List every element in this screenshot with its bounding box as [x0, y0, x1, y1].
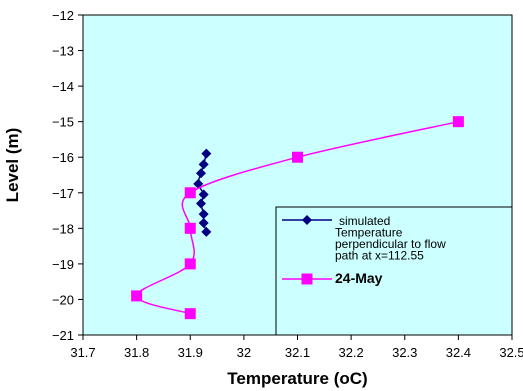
- x-axis-title: Temperature (oC): [227, 369, 367, 388]
- data-point: [195, 198, 206, 209]
- data-point: [292, 151, 303, 163]
- data-point: [131, 290, 143, 302]
- data-point: [184, 258, 196, 270]
- data-point: [201, 148, 212, 159]
- x-axis-ticks: 31.7 31.8 31.9 32 32.1 32.2 32.3 32.4 32.5: [70, 335, 523, 360]
- x-tick-label: 32.3: [392, 345, 417, 360]
- y-tick-label: −20: [52, 292, 74, 307]
- data-point: [184, 222, 196, 234]
- data-point: [452, 116, 464, 128]
- legend-entry-1: 24-May: [282, 270, 383, 286]
- x-tick-label: 32.5: [499, 345, 523, 360]
- data-point: [198, 189, 209, 200]
- y-axis-title: Level (m): [3, 128, 22, 203]
- plot-area: [82, 14, 513, 336]
- legend-label: Temperature: [335, 226, 403, 240]
- legend-label: path at x=112.55: [335, 249, 424, 263]
- x-tick-label: 31.7: [70, 345, 95, 360]
- data-point: [198, 218, 209, 228]
- y-tick-label: −14: [52, 79, 74, 94]
- legend-label: 24-May: [335, 270, 383, 286]
- data-point: [198, 159, 209, 170]
- series-1: [131, 116, 464, 320]
- x-tick-label: 32.1: [285, 345, 310, 360]
- legend-label: simulated: [339, 214, 390, 228]
- legend-marker: [302, 215, 312, 225]
- legend-label: perpendicular to flow: [335, 237, 446, 251]
- x-tick-label: 31.8: [124, 345, 149, 360]
- data-point: [195, 168, 206, 179]
- x-tick-label: 31.9: [178, 345, 203, 360]
- series-0: [193, 148, 212, 237]
- legend-marker: [301, 273, 313, 285]
- data-point: [184, 187, 196, 199]
- series-layer: [131, 116, 464, 320]
- y-tick-label: −17: [52, 186, 74, 201]
- x-tick-label: 32.4: [446, 345, 471, 360]
- y-tick-label: −13: [52, 44, 74, 59]
- y-tick-label: −12: [52, 8, 74, 23]
- y-tick-label: −16: [52, 150, 74, 165]
- y-axis-ticks: −12 −13 −14 −15 −16 −17 −18 −19 −20 −21: [52, 8, 83, 343]
- data-point: [198, 209, 209, 220]
- y-tick-label: −18: [52, 221, 74, 236]
- y-tick-label: −21: [52, 328, 74, 343]
- data-point: [184, 308, 196, 320]
- x-tick-label: 32: [237, 345, 251, 360]
- data-point: [201, 226, 212, 237]
- y-tick-label: −15: [52, 115, 74, 130]
- y-tick-label: −19: [52, 257, 74, 272]
- legend-box: [275, 206, 513, 336]
- x-tick-label: 32.2: [338, 345, 363, 360]
